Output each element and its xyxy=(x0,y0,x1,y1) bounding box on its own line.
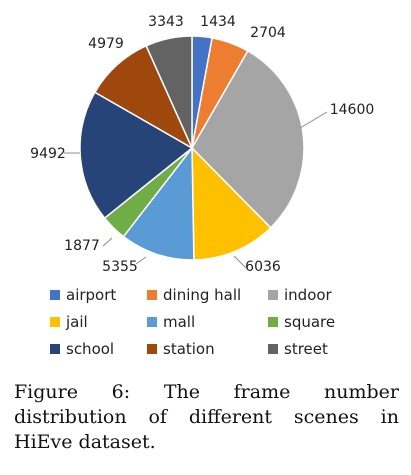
leader-lines xyxy=(64,111,328,269)
data-label-station: 4979 xyxy=(88,36,124,52)
legend-swatch-square xyxy=(268,317,278,327)
legend: airport dining hall indoor jail mall square sc… xyxy=(50,286,335,358)
leader-line-square xyxy=(102,237,113,247)
legend-label-mall: mall xyxy=(163,313,195,331)
pie-slice-jail xyxy=(191,146,272,261)
data-label-dining-hall: 2704 xyxy=(250,25,286,41)
data-label-street: 3343 xyxy=(148,14,184,30)
legend-label-indoor: indoor xyxy=(284,286,333,304)
pie-slice-indoor xyxy=(191,49,305,229)
data-label-jail: 6036 xyxy=(245,259,281,275)
data-label-school: 9492 xyxy=(30,146,66,162)
legend-label-dining-hall: dining hall xyxy=(163,286,241,304)
legend-label-school: school xyxy=(66,340,114,358)
data-label-airport: 1434 xyxy=(200,14,236,30)
legend-swatch-street xyxy=(268,344,278,354)
legend-swatch-dining-hall xyxy=(147,290,157,300)
legend-swatch-mall xyxy=(147,317,157,327)
data-label-mall: 5355 xyxy=(102,259,138,275)
legend-label-station: station xyxy=(163,340,215,358)
legend-swatch-indoor xyxy=(268,290,278,300)
leader-line-jail xyxy=(233,255,247,269)
pie-slice-school xyxy=(79,91,194,220)
legend-label-street: street xyxy=(284,340,328,358)
legend-swatch-jail xyxy=(50,317,60,327)
legend-swatch-airport xyxy=(50,290,60,300)
legend-swatch-station xyxy=(147,344,157,354)
pie-slices xyxy=(79,35,305,261)
data-label-square: 1877 xyxy=(64,238,100,254)
leader-line-indoor xyxy=(299,111,328,129)
pie-slice-mall xyxy=(122,145,195,261)
legend-label-jail: jail xyxy=(65,313,88,331)
pie-slice-street xyxy=(145,35,193,149)
legend-label-square: square xyxy=(284,313,335,331)
legend-swatch-school xyxy=(50,344,60,354)
legend-label-airport: airport xyxy=(66,286,116,304)
figure-caption: Figure 6: The frame number distribution … xyxy=(14,381,399,453)
data-label-indoor: 14600 xyxy=(330,102,375,118)
leader-line-mall xyxy=(135,256,147,265)
